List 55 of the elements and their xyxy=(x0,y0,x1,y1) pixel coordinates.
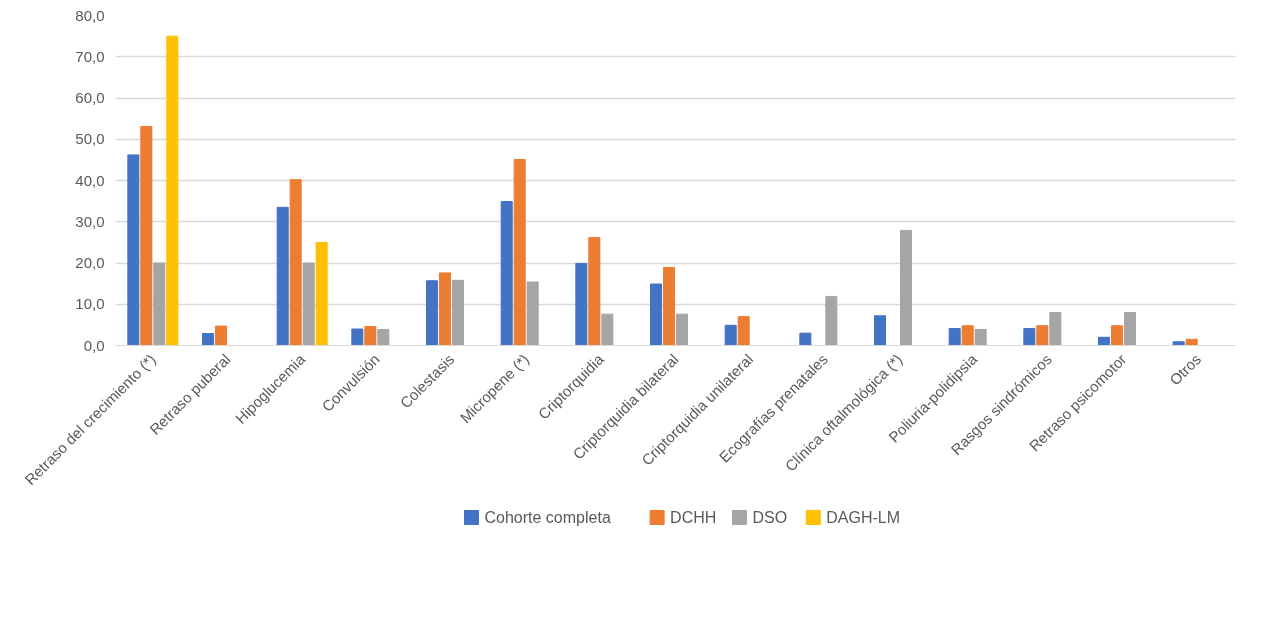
bar xyxy=(315,241,328,346)
bar xyxy=(426,280,439,346)
y-tick-label: 80,0 xyxy=(75,6,105,24)
bar xyxy=(1172,341,1185,346)
bar xyxy=(500,201,513,346)
bar xyxy=(214,325,228,346)
y-tick-label: 60,0 xyxy=(75,89,105,106)
bar xyxy=(961,325,974,346)
bar xyxy=(153,262,166,346)
bar xyxy=(825,295,838,346)
bar xyxy=(662,267,676,346)
bar xyxy=(351,328,364,346)
y-tick-label: 40,0 xyxy=(75,171,105,189)
bar xyxy=(526,281,539,346)
bar xyxy=(276,206,289,346)
bar xyxy=(948,328,961,346)
bar xyxy=(127,154,140,346)
y-tick-label: 30,0 xyxy=(75,212,105,230)
bar xyxy=(974,328,987,346)
bar xyxy=(1098,336,1111,346)
bar xyxy=(377,328,390,346)
bar xyxy=(1049,312,1062,346)
bar xyxy=(140,125,153,346)
bar xyxy=(588,236,601,346)
legend-label: DAGH-LM xyxy=(826,509,901,526)
bar xyxy=(1023,328,1036,346)
bar xyxy=(1185,338,1198,346)
bar xyxy=(899,229,913,346)
bar xyxy=(289,179,302,346)
bar xyxy=(1036,325,1049,346)
bar xyxy=(364,326,377,346)
bar xyxy=(1123,312,1137,346)
bar xyxy=(601,313,614,346)
legend-label: DCHH xyxy=(670,509,717,526)
bar xyxy=(724,324,737,346)
legend-label: Cohorte completa xyxy=(484,509,611,526)
y-tick-label: 70,0 xyxy=(75,47,105,65)
bar xyxy=(1110,325,1124,346)
y-tick-label: 10,0 xyxy=(75,295,105,313)
bar xyxy=(451,279,465,346)
y-tick-label: 20,0 xyxy=(75,254,105,271)
bar xyxy=(675,313,689,346)
bar xyxy=(575,262,588,346)
bar xyxy=(874,315,887,346)
bar xyxy=(202,333,215,346)
bar xyxy=(799,332,812,346)
bar xyxy=(513,158,526,346)
bar xyxy=(302,262,315,346)
y-tick-label: 50,0 xyxy=(75,130,105,148)
legend-label: DSO xyxy=(752,509,788,526)
y-tick-label: 0,0 xyxy=(83,336,105,354)
bar xyxy=(438,272,452,346)
bar xyxy=(166,35,179,346)
bar xyxy=(650,283,663,346)
bar xyxy=(737,316,750,346)
